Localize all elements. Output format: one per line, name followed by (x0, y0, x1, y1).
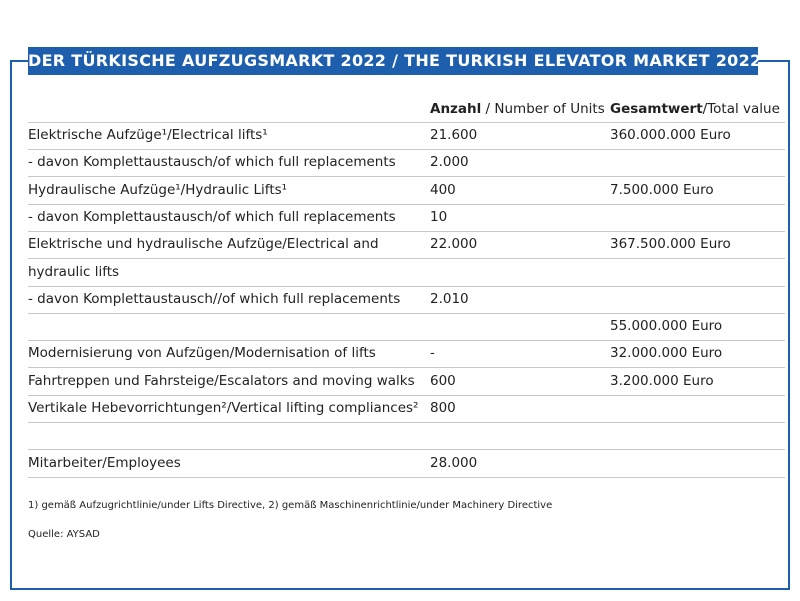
table-cell: 2.010 (430, 290, 469, 307)
table-row: Vertikale Hebevorrichtungen²/Vertical li… (28, 395, 785, 423)
table-row: 55.000.000 Euro (28, 313, 785, 342)
table-cell: 600 (430, 372, 456, 389)
table-cell: - davon Komplettaustausch/of which full … (28, 208, 396, 225)
footnote: 1) gemäß Aufzugrichtlinie/under Lifts Di… (28, 500, 553, 511)
table-row: Mitarbeiter/Employees 28.000 (28, 450, 785, 478)
column-header: Gesamtwert/Total value (610, 101, 780, 117)
table-row: Elektrische und hydraulische Aufzüge/Ele… (28, 231, 785, 260)
table-cell: 7.500.000 Euro (610, 181, 714, 198)
header-bold: Gesamtwert (610, 101, 703, 117)
table-row: - davon Komplettaustausch//of which full… (28, 286, 785, 314)
table-row: hydraulic lifts (28, 259, 785, 287)
table-row: Modernisierung von Aufzügen/Modernisatio… (28, 340, 785, 369)
header-text: /Total value (702, 101, 780, 117)
table-cell: Elektrische und hydraulische Aufzüge/Ele… (28, 236, 379, 253)
table-cell: Modernisierung von Aufzügen/Modernisatio… (28, 345, 376, 362)
table-cell: 2.000 (430, 154, 469, 171)
table-cell: 367.500.000 Euro (610, 236, 731, 253)
header-bold: Anzahl (430, 101, 482, 117)
table-row: Hydraulische Aufzüge¹/Hydraulic Lifts¹ 40… (28, 177, 785, 205)
table-row: Elektrische Aufzüge¹/Electrical lifts¹ 21… (28, 122, 785, 150)
source: Quelle: AYSAD (28, 529, 100, 540)
table-row: - davon Komplettaustausch/of which full … (28, 149, 785, 178)
table-cell: 10 (430, 208, 448, 225)
table-cell: Mitarbeiter/Employees (28, 454, 181, 471)
table-cell: Elektrische Aufzüge¹/Electrical lifts¹ (28, 127, 268, 143)
table-row: - davon Komplettaustausch/of which full … (28, 204, 785, 232)
table-cell: 400 (430, 181, 456, 198)
table-cell: 21.600 (430, 127, 478, 143)
title-banner: DER TÜRKISCHE AUFZUGSMARKT 2022 / THE TU… (28, 47, 761, 75)
table-cell: hydraulic lifts (28, 263, 120, 280)
table-cell: 800 (430, 400, 456, 416)
table-cell: 360.000.000 Euro (610, 127, 731, 143)
table-cell: 55.000.000 Euro (610, 318, 723, 335)
table-row: Fahrtreppen und Fahrsteige/Escalators an… (28, 368, 785, 396)
table-cell: - (430, 345, 435, 362)
table-cell: 28.000 (430, 454, 478, 471)
table-header: Anzahl / Number of Units Gesamtwert/Tota… (28, 100, 785, 123)
table-cell: 32.000.000 Euro (610, 345, 723, 362)
table-cell: Vertikale Hebevorrichtungen²/Vertical li… (28, 400, 419, 416)
table-row (28, 422, 785, 451)
table-cell: - davon Komplettaustausch/of which full … (28, 154, 396, 171)
header-text: / Number of Units (481, 101, 605, 117)
table-cell: Hydraulische Aufzüge¹/Hydraulic Lifts¹ (28, 181, 288, 198)
table-cell: - davon Komplettaustausch//of which full… (28, 290, 401, 307)
table-cell: Fahrtreppen und Fahrsteige/Escalators an… (28, 372, 415, 389)
table-cell: 3.200.000 Euro (610, 372, 714, 389)
table-cell: 22.000 (430, 236, 478, 253)
column-header: Anzahl / Number of Units (430, 101, 605, 117)
